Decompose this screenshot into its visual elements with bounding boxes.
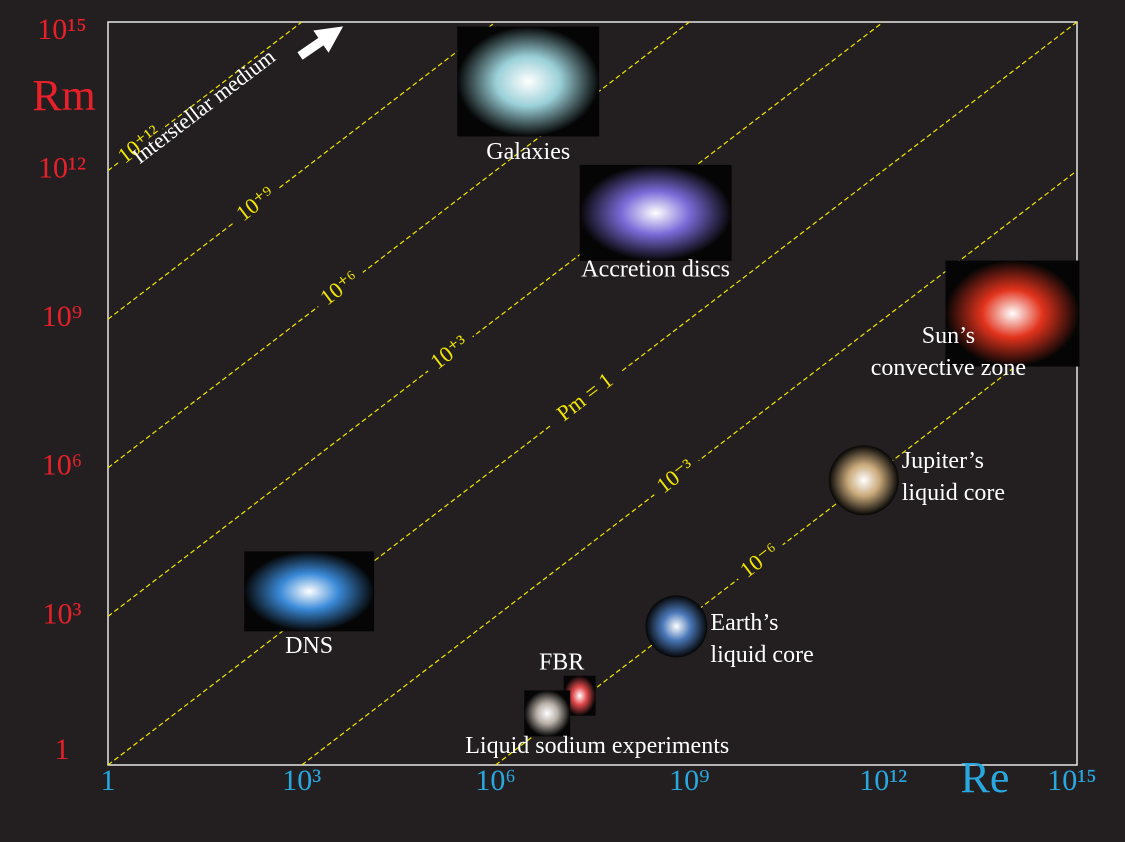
y-tick-label: 10¹²	[38, 151, 86, 184]
object-mark	[828, 445, 899, 516]
object-mark	[457, 26, 600, 137]
object-label: liquid core	[902, 480, 1005, 506]
y-tick-label: 10¹⁵	[37, 13, 86, 46]
object-mark	[244, 551, 375, 632]
object-label: Sun’s	[922, 323, 975, 349]
plot-frame	[107, 21, 1078, 766]
y-tick-label: 10⁶	[42, 449, 82, 482]
y-tick-label: 10⁹	[42, 300, 82, 333]
pm-label-bg	[730, 534, 791, 590]
object-label: convective zone	[871, 355, 1026, 381]
object-label: Earth’s	[710, 610, 778, 636]
pm-label-bg	[420, 326, 481, 382]
x-axis-title: Re	[961, 753, 1010, 802]
object-mark	[579, 164, 732, 261]
pm-label-group: 10⁺⁶	[310, 262, 371, 317]
object-label: DNS	[285, 633, 333, 659]
pm-label-bg	[226, 177, 287, 233]
x-tick-label: 10¹⁵	[1047, 764, 1096, 797]
pm-label-bg	[542, 360, 630, 437]
object-label: liquid core	[710, 642, 813, 668]
object-label: Liquid sodium experiments	[465, 733, 729, 759]
x-tick-label: 1	[101, 764, 116, 797]
object-label: FBR	[539, 649, 584, 675]
x-tick-label: 10¹²	[859, 764, 907, 797]
pm-label-bg	[110, 118, 171, 174]
object-label: Galaxies	[486, 139, 570, 165]
object-mark	[945, 260, 1080, 367]
pm-line	[107, 21, 496, 320]
x-tick-label: 10³	[282, 764, 321, 797]
y-tick-label: 1	[55, 733, 70, 766]
x-tick-label: 10⁶	[475, 764, 515, 797]
object-label: Accretion discs	[581, 256, 730, 282]
pm-label-bg	[310, 262, 371, 317]
pm-label-bg	[646, 450, 707, 506]
annotation-arrow	[297, 26, 344, 60]
y-axis-title: Rm	[32, 71, 96, 120]
pm-line	[107, 21, 884, 617]
object-mark	[645, 595, 708, 658]
y-tick-label: 10³	[43, 597, 82, 630]
x-tick-label: 10⁹	[669, 764, 709, 797]
object-label: Jupiter’s	[902, 448, 984, 474]
object-mark	[524, 690, 571, 737]
